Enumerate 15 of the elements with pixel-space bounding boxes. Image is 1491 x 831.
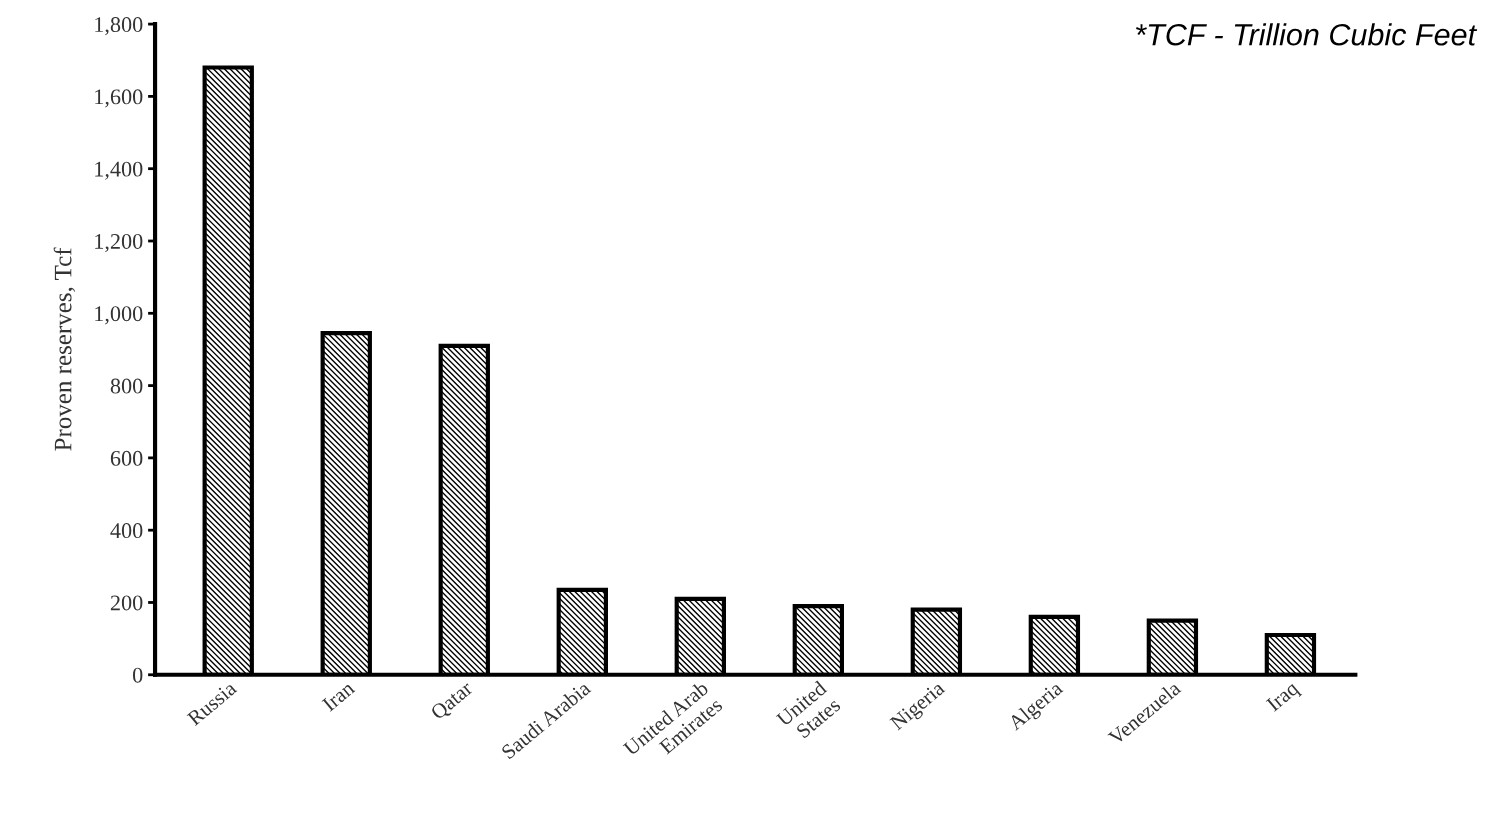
y-tick-label: 1,000 [95,306,143,325]
x-tick-label: Iraq [1265,680,1303,716]
x-tick-label: Iran [321,680,356,712]
y-tick-label: 1,400 [95,161,143,180]
y-tick-label: 1,800 [95,17,143,36]
x-tick-label: Qatar [429,680,476,723]
y-tick-label: 1,600 [95,89,143,108]
y-tick-label: 0 [132,667,143,683]
y-axis-title: Proven reserves, Tcf [53,247,76,451]
y-tick-label: 800 [110,378,143,394]
y-tick-label: 1,200 [95,233,143,253]
y-tick-label: 600 [110,450,143,466]
y-tick-label: 200 [110,595,143,611]
annotation: *TCF - Trillion Cubic Feet [1136,23,1478,46]
y-tick-label: 400 [110,523,143,539]
